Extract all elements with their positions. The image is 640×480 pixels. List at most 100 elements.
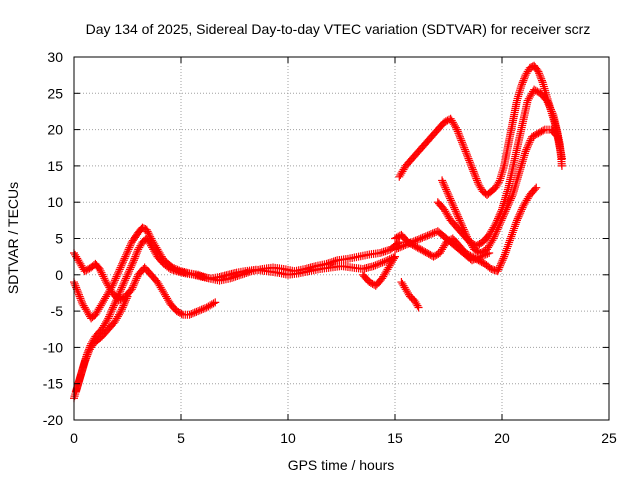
data-point: [452, 209, 461, 218]
y-tick-label: 5: [55, 231, 63, 247]
data-point: [329, 257, 338, 266]
data-point: [520, 74, 529, 83]
data-point: [480, 251, 489, 260]
x-tick-label: 20: [494, 430, 510, 446]
data-point: [455, 216, 464, 225]
data-point: [121, 276, 130, 285]
x-tick-label: 5: [177, 430, 185, 446]
x-axis-label: GPS time / hours: [288, 457, 395, 473]
data-point: [530, 185, 539, 194]
data-point: [461, 147, 470, 156]
data-point: [557, 161, 566, 170]
data-point: [438, 176, 447, 185]
data-point: [517, 205, 526, 214]
data-point: [104, 314, 113, 323]
data-point: [491, 229, 500, 238]
data-point: [465, 158, 474, 167]
data-point: [489, 234, 498, 243]
data-point: [414, 303, 423, 312]
data-point: [130, 279, 139, 288]
data-point: [122, 249, 131, 258]
data-point: [116, 263, 125, 272]
data-point: [494, 265, 503, 274]
data-point: [376, 249, 385, 258]
data-point: [126, 263, 135, 272]
data-point: [116, 308, 125, 317]
data-point: [83, 350, 92, 359]
data-point: [131, 276, 140, 285]
data-point: [404, 239, 413, 248]
data-point: [119, 279, 128, 288]
data-point: [449, 201, 458, 210]
data-point: [439, 180, 448, 189]
data-point: [471, 172, 480, 181]
data-point: [511, 220, 520, 229]
data-point: [458, 138, 467, 147]
data-point: [533, 66, 542, 75]
data-point: [495, 221, 504, 230]
data-point: [505, 198, 514, 207]
data-point: [106, 308, 115, 317]
data-point: [444, 190, 453, 199]
data-point: [517, 80, 526, 89]
data-point: [122, 272, 131, 281]
data-point: [195, 306, 204, 315]
data-point: [461, 229, 470, 238]
data-point: [456, 218, 465, 227]
data-point: [132, 250, 141, 259]
data-point: [121, 252, 130, 261]
data-series-track-4: [72, 292, 132, 395]
data-point: [519, 76, 528, 85]
data-point: [103, 316, 112, 325]
data-point: [472, 174, 481, 183]
data-point: [514, 212, 523, 221]
data-point: [101, 276, 110, 285]
data-point: [124, 268, 133, 277]
data-point: [77, 296, 86, 305]
x-tick-label: 10: [280, 430, 296, 446]
y-tick-label: -5: [51, 303, 64, 319]
data-point: [122, 250, 131, 259]
data-point: [118, 258, 127, 267]
data-point: [374, 259, 383, 268]
data-point: [126, 241, 135, 250]
data-point: [504, 200, 513, 209]
data-point: [188, 309, 197, 318]
x-tick-label: 15: [387, 430, 403, 446]
data-point: [496, 259, 505, 268]
data-point: [501, 207, 510, 216]
data-point: [454, 212, 463, 221]
data-point: [454, 214, 463, 223]
data-point: [199, 304, 208, 313]
data-point: [453, 210, 462, 219]
data-point: [497, 258, 506, 267]
data-point: [112, 272, 121, 281]
data-point: [108, 305, 117, 314]
data-point: [516, 209, 525, 218]
data-point: [425, 230, 434, 239]
data-point: [74, 290, 83, 299]
data-point: [545, 102, 554, 111]
y-tick-label: 15: [47, 158, 63, 174]
data-point: [71, 281, 80, 290]
data-series-track-11: [358, 252, 399, 290]
data-point: [133, 247, 142, 256]
data-point: [200, 304, 209, 313]
data-point: [416, 234, 425, 243]
data-point: [521, 147, 530, 156]
data-point: [542, 96, 551, 105]
data-point: [408, 238, 417, 247]
data-point: [115, 265, 124, 274]
y-tick-label: -20: [43, 412, 63, 428]
y-tick-label: 25: [47, 85, 63, 101]
data-point: [82, 354, 91, 363]
data-point: [491, 230, 500, 239]
data-point: [468, 256, 477, 265]
data-point: [460, 143, 469, 152]
data-point: [391, 252, 399, 261]
data-point: [535, 71, 544, 80]
data-point: [121, 296, 130, 305]
data-point: [120, 278, 129, 287]
data-point: [127, 261, 136, 270]
